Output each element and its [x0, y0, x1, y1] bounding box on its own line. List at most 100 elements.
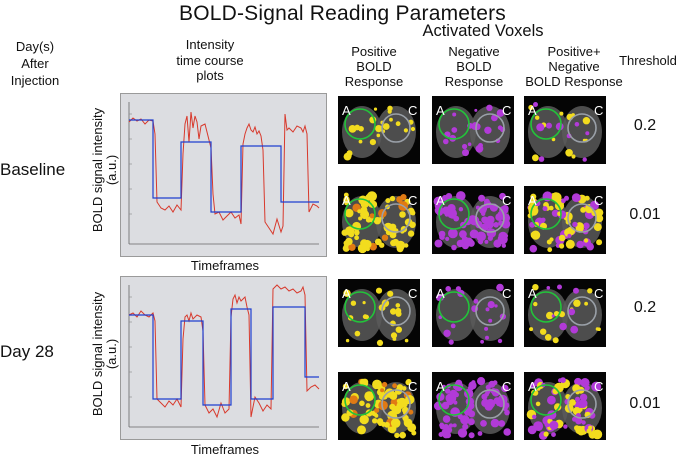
activation-voxel: [476, 231, 486, 242]
roi-marker-label: C: [594, 379, 603, 394]
header-line: BOLD: [356, 59, 392, 74]
activation-voxel: [595, 214, 604, 223]
activation-voxel: [574, 122, 580, 127]
activation-voxel: [462, 149, 469, 157]
activation-voxel: [451, 244, 457, 251]
activation-voxel: [538, 156, 545, 162]
intensity-plots-header: Intensity time course plots: [140, 37, 280, 84]
activation-voxel: [399, 211, 406, 218]
roi-marker-label: C: [502, 286, 511, 301]
activation-voxel: [396, 245, 404, 253]
activation-voxel: [484, 239, 489, 244]
activation-voxel: [395, 303, 401, 308]
activation-voxel: [569, 399, 576, 406]
header-line: Negative: [548, 59, 600, 74]
activation-voxel: [343, 192, 349, 198]
roi-marker-label: A: [342, 103, 351, 118]
activation-voxel: [498, 402, 504, 408]
activation-voxel: [582, 117, 591, 125]
activation-voxel: [480, 339, 484, 344]
activation-voxel: [372, 418, 378, 424]
combined-bold-header: Positive+ Negative BOLD Response: [518, 44, 630, 89]
activation-voxel: [402, 402, 408, 408]
activation-voxel: [587, 288, 593, 294]
activation-voxel: [465, 397, 475, 406]
roi-marker-label: C: [502, 379, 511, 394]
activation-voxel: [484, 198, 490, 205]
activation-voxel: [457, 413, 463, 420]
header-line: Positive: [351, 44, 397, 59]
activation-voxel: [384, 421, 390, 428]
activation-voxel: [379, 242, 385, 248]
roi-circle: [567, 296, 597, 326]
activation-voxel: [453, 215, 460, 222]
activation-voxel: [349, 395, 358, 404]
activation-voxel: [551, 432, 556, 437]
activation-voxel: [358, 139, 363, 144]
activation-voxel: [362, 314, 368, 320]
roi-marker-label: C: [408, 286, 417, 301]
activation-voxel: [586, 428, 592, 434]
activation-voxel: [568, 308, 576, 316]
activation-voxel: [441, 428, 451, 438]
activation-voxel: [484, 326, 489, 331]
y-ticks: [129, 296, 132, 398]
activation-voxel: [485, 307, 490, 312]
roi-marker-label: C: [502, 193, 511, 208]
activation-voxel: [473, 298, 479, 304]
activation-voxel: [503, 428, 511, 436]
activation-voxel: [467, 418, 475, 426]
roi-marker-label: A: [528, 286, 537, 301]
activation-voxel: [372, 379, 382, 390]
roi-marker-label: C: [408, 379, 417, 394]
activation-voxel: [499, 192, 506, 200]
activation-voxel: [496, 283, 504, 292]
activation-voxel: [354, 124, 361, 131]
activation-voxel: [492, 380, 498, 386]
roi-marker-label: C: [408, 103, 417, 118]
header-line: Injection: [10, 73, 60, 88]
activation-voxel: [571, 193, 581, 202]
activation-voxel: [471, 380, 476, 385]
row-label-baseline: Baseline: [0, 160, 66, 179]
activation-voxel: [474, 108, 478, 112]
activation-voxel: [448, 423, 454, 428]
activation-voxel: [559, 111, 564, 116]
activation-voxel: [342, 383, 349, 390]
activation-voxel: [547, 395, 556, 405]
activation-voxel: [374, 407, 380, 413]
activation-voxel: [396, 402, 404, 410]
activation-voxel: [341, 413, 350, 422]
activation-voxel: [354, 330, 361, 337]
activation-voxel: [485, 335, 489, 340]
activation-voxel: [438, 315, 443, 319]
activation-voxel: [464, 237, 474, 247]
activation-voxel: [467, 142, 472, 146]
activation-voxel: [410, 210, 416, 216]
activation-voxel: [535, 115, 540, 120]
activation-voxel: [533, 421, 544, 431]
threshold-value: 0.2: [633, 299, 657, 316]
activation-voxel: [530, 193, 537, 200]
activation-voxel: [547, 247, 553, 253]
activation-voxel: [358, 216, 363, 221]
activation-voxel: [407, 230, 415, 237]
roi-marker-label: C: [594, 103, 603, 118]
activation-voxel: [484, 391, 489, 397]
activation-voxel: [343, 289, 351, 297]
roi-circle: [475, 203, 505, 233]
activation-voxel: [350, 300, 357, 306]
activation-voxel: [591, 381, 602, 392]
activation-voxel: [532, 284, 539, 291]
activation-voxel: [373, 107, 378, 111]
activation-voxel: [390, 239, 397, 247]
activation-voxel: [495, 213, 503, 221]
header-line: BOLD signal intensity: [90, 107, 105, 233]
activation-voxel: [373, 217, 382, 225]
activation-voxel: [549, 205, 554, 211]
activation-voxel: [532, 154, 539, 162]
